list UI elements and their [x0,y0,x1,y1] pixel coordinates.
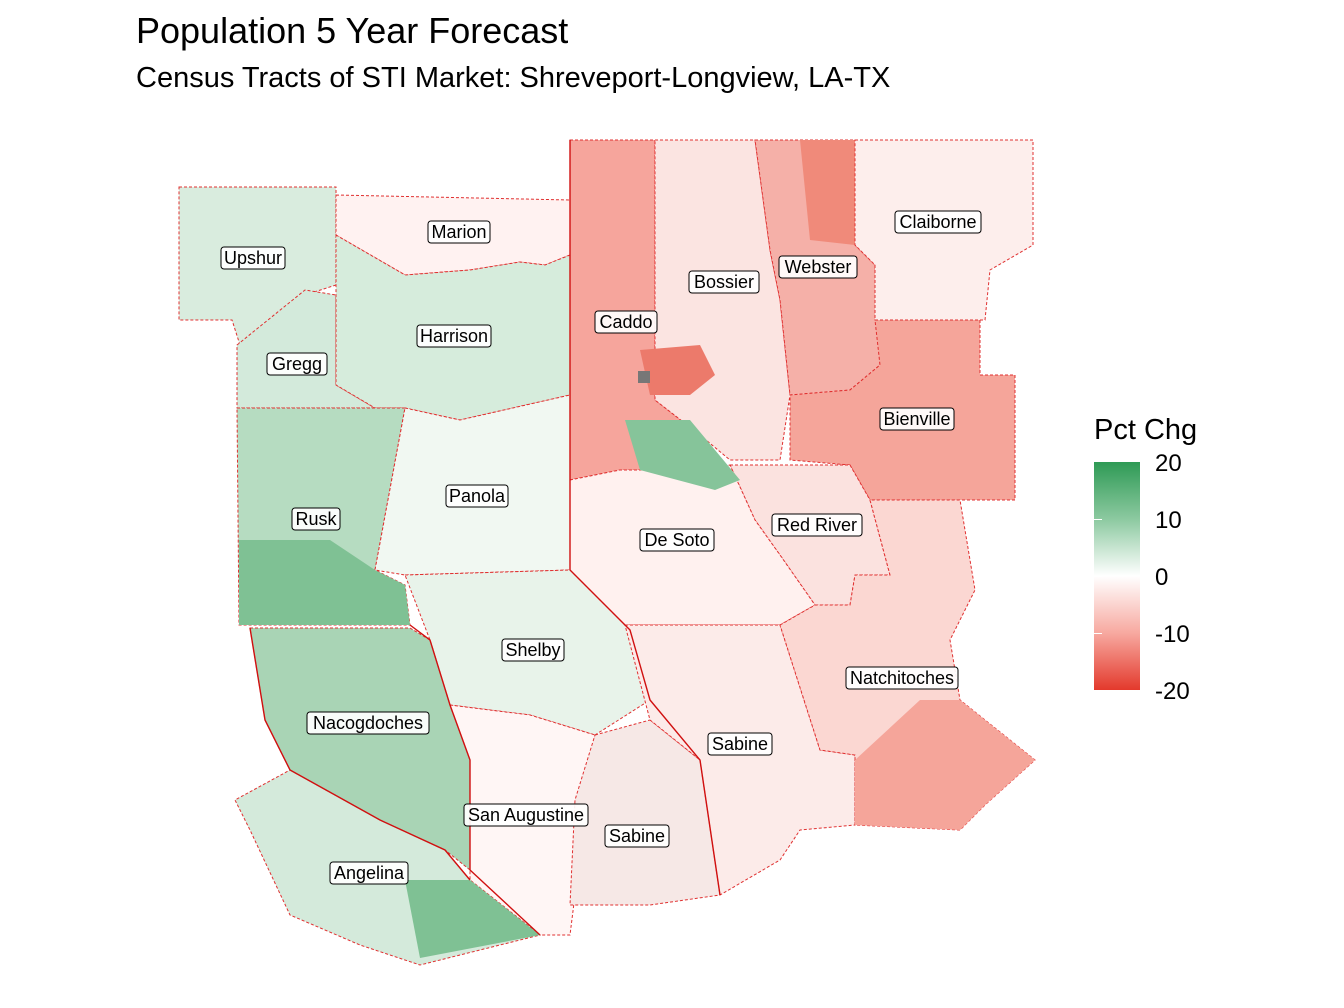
parish-webster-north[interactable] [800,140,855,245]
legend-tick-neg10: -10 [1155,621,1190,648]
label-bossier: Bossier [694,272,754,292]
state-border [249,140,721,936]
label-sabine-la: Sabine [712,734,768,754]
label-angelina: Angelina [334,863,405,883]
legend-tick-0: 0 [1155,564,1169,591]
label-gregg: Gregg [272,354,322,374]
label-panola: Panola [449,486,506,506]
legend-tickmark [1094,519,1102,520]
label-bienville: Bienville [883,409,950,429]
label-rusk: Rusk [295,509,337,529]
legend-tickmark [1094,576,1102,577]
county-angelina-east[interactable] [405,880,540,958]
label-upshur: Upshur [224,248,282,268]
label-claiborne: Claiborne [899,212,976,232]
legend-title: Pct Chg [1094,414,1198,446]
county-rusk-south[interactable] [239,540,410,625]
urban-cluster [625,345,740,490]
label-san-augustine: San Augustine [468,805,584,825]
label-webster: Webster [785,257,852,277]
label-nacogdoches: Nacogdoches [313,713,423,733]
legend-tick-neg20: -20 [1155,678,1190,705]
label-sabine-tx: Sabine [609,826,665,846]
label-marion: Marion [431,222,486,242]
map-title: Population 5 Year Forecast [136,10,569,51]
label-red-river: Red River [777,515,857,535]
legend-tick-10: 10 [1155,507,1182,534]
label-desoto: De Soto [644,530,709,550]
legend-tickmark [1094,633,1102,634]
label-shelby: Shelby [505,640,560,660]
parish-natchitoches-east[interactable] [855,700,1035,830]
county-labels: Upshur Marion Gregg Harrison Rusk Panola… [220,210,982,885]
label-caddo: Caddo [599,312,652,332]
legend-tick-20: 20 [1155,450,1182,477]
map-subtitle: Census Tracts of STI Market: Shreveport-… [136,62,891,94]
label-natchitoches: Natchitoches [850,668,954,688]
label-harrison: Harrison [420,326,488,346]
